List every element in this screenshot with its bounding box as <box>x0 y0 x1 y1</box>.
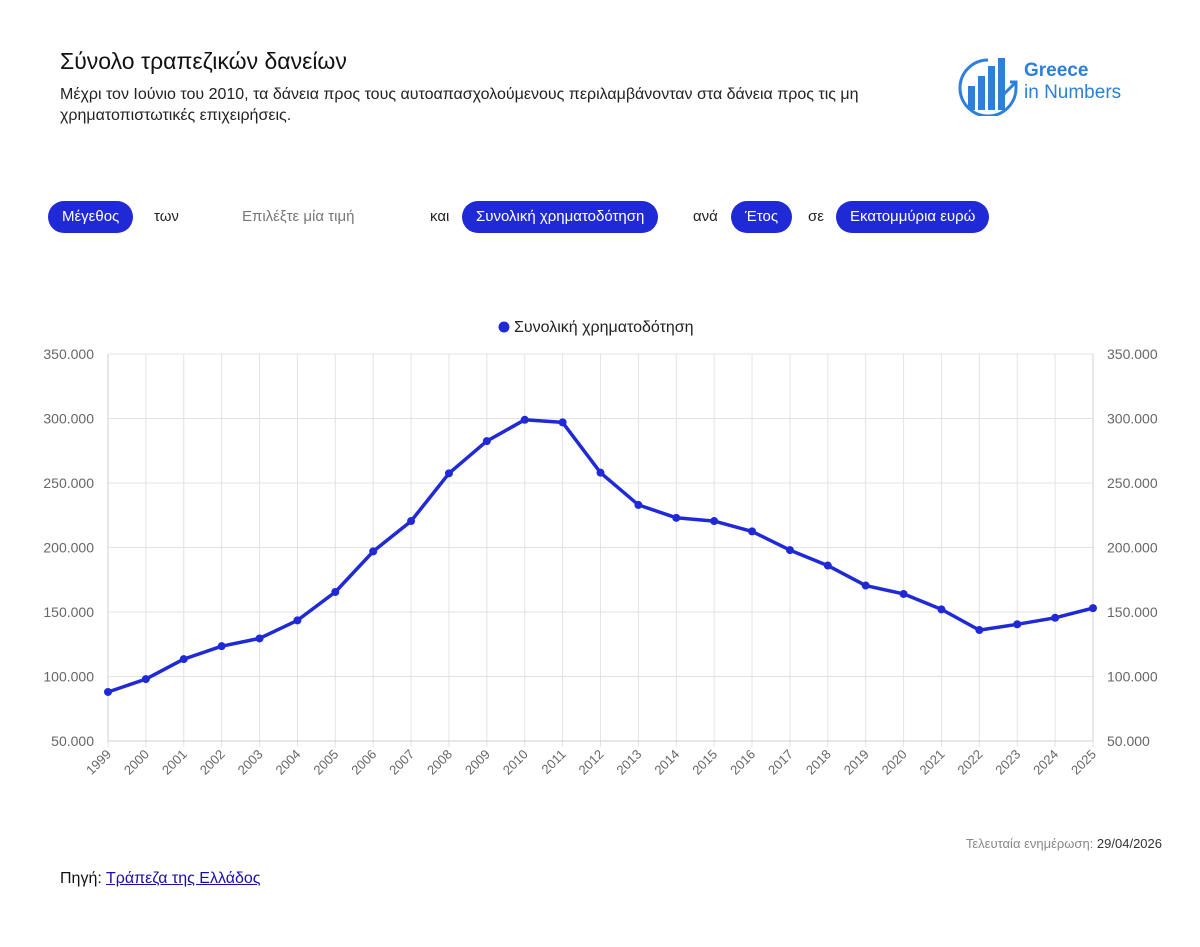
word-of: των <box>154 208 179 225</box>
x-tick-label: 2004 <box>272 747 303 778</box>
y-tick-label-right: 350.000 <box>1107 346 1158 362</box>
x-tick-label: 2009 <box>462 747 493 778</box>
y-tick-label-left: 150.000 <box>43 604 94 620</box>
value-select[interactable]: Επιλέξτε μία τιμή <box>242 208 355 225</box>
data-point <box>217 642 226 651</box>
word-per: ανά <box>693 208 718 225</box>
x-tick-label: 2011 <box>538 747 568 777</box>
data-point <box>785 546 794 555</box>
source-label: Πηγή: <box>60 870 102 887</box>
y-tick-label-right: 200.000 <box>1107 540 1158 556</box>
x-tick-label: 2001 <box>159 747 190 778</box>
data-point <box>861 581 870 590</box>
data-point <box>369 547 378 556</box>
data-point <box>1013 620 1022 629</box>
y-tick-label-right: 250.000 <box>1107 475 1158 491</box>
data-point <box>596 468 605 477</box>
unit-select[interactable]: Εκατομμύρια ευρώ <box>836 201 990 233</box>
x-tick-label: 2005 <box>310 747 341 778</box>
data-point <box>331 588 340 597</box>
data-point <box>558 418 567 427</box>
y-tick-label-left: 300.000 <box>43 411 94 427</box>
source-line: Πηγή: Τράπεζα της Ελλάδος <box>60 870 261 888</box>
page-title: Σύνολο τραπεζικών δανείων <box>60 48 347 74</box>
x-tick-label: 2021 <box>917 747 948 778</box>
x-tick-label: 2025 <box>1068 747 1099 778</box>
logo-line-1: Greece <box>1024 60 1089 81</box>
x-tick-label: 2018 <box>803 747 834 778</box>
updated-label: Τελευταία ενημέρωση: <box>965 836 1094 851</box>
data-point <box>634 500 643 509</box>
x-tick-label: 2020 <box>879 747 910 778</box>
x-tick-label: 2002 <box>197 747 228 778</box>
data-point <box>482 437 491 446</box>
y-tick-label-right: 50.000 <box>1107 733 1150 749</box>
y-tick-label-right: 300.000 <box>1107 411 1158 427</box>
x-tick-label: 2017 <box>765 747 796 778</box>
data-point <box>141 675 150 684</box>
x-tick-label: 2016 <box>727 747 758 778</box>
x-tick-label: 2006 <box>348 747 379 778</box>
query-controls: Μέγεθος των Επιλέξτε μία τιμή και Συνολι… <box>48 201 1048 233</box>
word-and: και <box>430 208 450 225</box>
data-point <box>672 513 681 522</box>
data-point <box>710 517 719 526</box>
greece-in-numbers-logo[interactable]: Greece in Numbers <box>958 52 1158 118</box>
data-point <box>407 517 416 526</box>
series-select[interactable]: Συνολική χρηματοδότηση <box>462 201 659 233</box>
data-point <box>293 616 302 625</box>
bar-chart-logo-icon <box>958 58 1018 116</box>
loans-line-chart: 50.000 50.000 100.000 100.000 150.000 150.000… <box>43 319 1158 778</box>
data-point <box>937 605 946 614</box>
x-tick-label: 2000 <box>121 747 152 778</box>
period-select[interactable]: Έτος <box>731 201 793 233</box>
data-point <box>975 626 984 635</box>
y-tick-label-left: 100.000 <box>43 669 94 685</box>
legend-marker <box>498 321 510 333</box>
y-tick-label-left: 50.000 <box>51 733 94 749</box>
x-tick-label: 1999 <box>83 747 114 778</box>
logo-line-2: in Numbers <box>1024 82 1122 103</box>
last-updated: Τελευταία ενημέρωση: 29/04/2026 <box>966 836 1162 851</box>
measure-select[interactable]: Μέγεθος <box>48 201 134 233</box>
data-point <box>823 561 832 570</box>
data-point <box>444 469 453 478</box>
y-tick-label-left: 200.000 <box>43 540 94 556</box>
y-tick-label-left: 250.000 <box>43 475 94 491</box>
x-tick-label: 2023 <box>992 747 1023 778</box>
page-subtitle: Μέχρι τον Ιούνιο του 2010, τα δάνεια προ… <box>60 86 859 124</box>
legend-label: Συνολική χρηματοδότηση <box>514 319 694 336</box>
data-point <box>899 589 908 598</box>
x-tick-label: 2012 <box>576 747 607 778</box>
x-tick-label: 2024 <box>1030 747 1061 778</box>
x-tick-label: 2014 <box>651 747 682 778</box>
x-tick-label: 2022 <box>954 747 985 778</box>
word-in: σε <box>808 208 824 225</box>
data-point <box>520 415 529 424</box>
x-tick-label: 2008 <box>424 747 455 778</box>
x-tick-label: 2010 <box>500 747 531 778</box>
x-tick-label: 2019 <box>841 747 872 778</box>
data-point <box>1089 604 1097 613</box>
x-tick-label: 2013 <box>613 747 644 778</box>
data-point <box>748 527 757 536</box>
updated-date: 29/04/2026 <box>1096 836 1162 851</box>
x-tick-label: 2015 <box>689 747 720 778</box>
data-point <box>1051 613 1060 622</box>
data-point <box>104 687 112 696</box>
y-tick-label-right: 100.000 <box>1107 669 1158 685</box>
y-tick-label-left: 350.000 <box>43 346 94 362</box>
data-point <box>179 655 188 664</box>
source-link[interactable]: Τράπεζα της Ελλάδος <box>105 870 261 887</box>
x-tick-label: 2003 <box>235 747 266 778</box>
data-point <box>255 634 264 643</box>
y-tick-label-right: 150.000 <box>1107 604 1158 620</box>
x-tick-label: 2007 <box>386 747 417 778</box>
